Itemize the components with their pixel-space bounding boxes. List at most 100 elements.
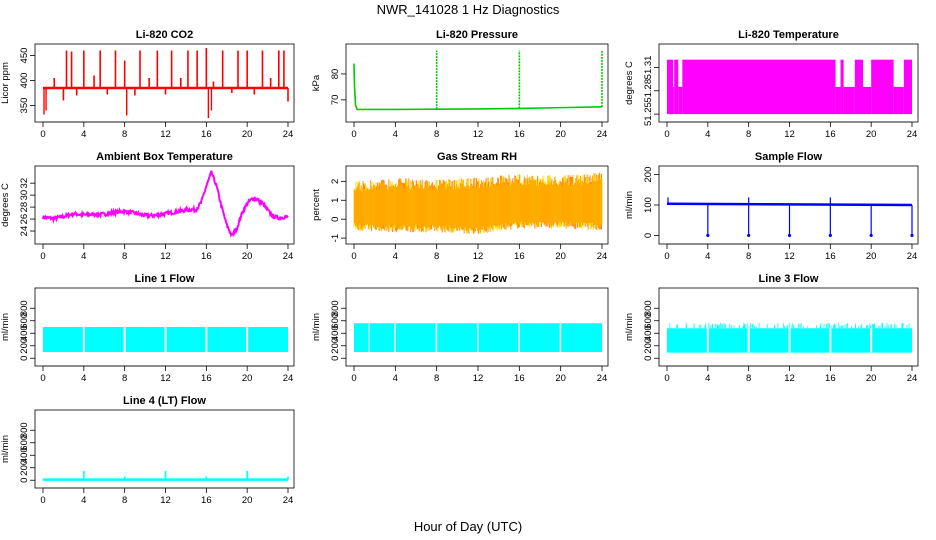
sample-flow-dip-point bbox=[828, 233, 832, 238]
y-tick-label: 400 bbox=[19, 447, 30, 463]
x-tick-label: 24 bbox=[907, 129, 918, 140]
x-tick-label: 12 bbox=[784, 129, 795, 140]
x-tick-label: 16 bbox=[825, 251, 836, 262]
y-tick-label: 350 bbox=[19, 98, 30, 114]
plot-frame bbox=[345, 43, 609, 123]
flow-band bbox=[166, 327, 206, 352]
y-axis-label: ml/min bbox=[624, 313, 635, 341]
panel-line3: Line 3 Flow ml/min 0 4 8 12 16 20 24 0 20040060080… bbox=[624, 273, 919, 384]
x-tick-label: 0 bbox=[664, 129, 669, 140]
y-tick-label: 400 bbox=[643, 325, 654, 341]
x-tick-label: 8 bbox=[122, 495, 127, 506]
flow-band bbox=[207, 327, 247, 352]
x-tick-label: 4 bbox=[705, 251, 710, 262]
x-tick-label: 24 bbox=[597, 251, 608, 262]
x-tick-label: 12 bbox=[160, 251, 171, 262]
x-tick-label: 12 bbox=[473, 251, 484, 262]
y-tick-label: 100 bbox=[643, 197, 654, 213]
x-tick-label: 24 bbox=[597, 129, 608, 140]
flow-band bbox=[125, 327, 165, 352]
y-tick-label: 600 bbox=[19, 435, 30, 451]
x-tick-label: 8 bbox=[122, 373, 127, 384]
y-tick-label: 400 bbox=[19, 325, 30, 341]
x-tick-label: 0 bbox=[351, 373, 356, 384]
y-tick-label: 0 bbox=[330, 356, 341, 361]
x-tick-label: 0 bbox=[351, 129, 356, 140]
x-tick-label: 4 bbox=[81, 495, 86, 506]
x-tick-label: 0 bbox=[40, 251, 45, 262]
x-tick-label: 20 bbox=[555, 129, 566, 140]
x-tick-label: 4 bbox=[81, 129, 86, 140]
y-tick-label: 800 bbox=[19, 300, 30, 316]
x-tick-label: 24 bbox=[597, 373, 608, 384]
x-tick-label: 24 bbox=[283, 129, 294, 140]
y-axis-label: Licor ppm bbox=[0, 62, 11, 104]
y-tick-label: 600 bbox=[643, 313, 654, 329]
y-tick-label: 800 bbox=[330, 300, 341, 316]
y-axis-label: degrees C bbox=[0, 183, 11, 227]
y-tick-label: 450 bbox=[19, 48, 30, 64]
y-tick-label: 200 bbox=[330, 338, 341, 354]
x-tick-label: 16 bbox=[825, 129, 836, 140]
y-tick-label: 0 bbox=[19, 478, 30, 483]
x-tick-label: 8 bbox=[122, 251, 127, 262]
panel-title: Gas Stream RH bbox=[437, 151, 517, 163]
sample-flow-dip-point bbox=[706, 233, 710, 238]
panel-title: Li-820 Temperature bbox=[738, 29, 839, 41]
temp-fill-block bbox=[854, 59, 863, 115]
temp-fill-block bbox=[871, 59, 894, 115]
x-tick-label: 24 bbox=[907, 251, 918, 262]
flow-band bbox=[354, 323, 369, 352]
temp-fill-block bbox=[903, 59, 912, 115]
x-tick-label: 20 bbox=[866, 251, 877, 262]
x-tick-label: 20 bbox=[242, 495, 253, 506]
flow-band bbox=[43, 327, 83, 352]
x-tick-label: 12 bbox=[160, 495, 171, 506]
y-tick-label: 800 bbox=[643, 300, 654, 316]
x-tick-label: 24 bbox=[907, 373, 918, 384]
temp-fill-low bbox=[893, 86, 904, 115]
flow-band bbox=[478, 323, 519, 352]
x-tick-label: 16 bbox=[514, 129, 525, 140]
plot-frame bbox=[34, 165, 295, 245]
plot-frame bbox=[658, 287, 919, 367]
x-tick-label: 12 bbox=[473, 129, 484, 140]
y-tick-label: 400 bbox=[330, 325, 341, 341]
temp-fill-low bbox=[863, 86, 872, 115]
plot-frame bbox=[34, 43, 295, 123]
plot-frame bbox=[34, 409, 295, 489]
temp-fill-block bbox=[840, 59, 844, 115]
y-tick-label: 200 bbox=[19, 338, 30, 354]
x-tick-label: 0 bbox=[351, 251, 356, 262]
panel-li820temp: Li-820 Temperature degrees C 0 4 8 12 16 20 24 51… bbox=[624, 29, 919, 140]
x-tick-label: 8 bbox=[746, 251, 751, 262]
figure-title: NWR_141028 1 Hz Diagnostics bbox=[377, 2, 560, 17]
x-tick-label: 4 bbox=[81, 373, 86, 384]
panel-title: Line 4 (LT) Flow bbox=[123, 395, 206, 407]
x-tick-label: 24 bbox=[283, 251, 294, 262]
x-tick-label: 0 bbox=[664, 251, 669, 262]
flow-band bbox=[749, 328, 789, 353]
flow-band bbox=[437, 323, 477, 352]
x-tick-label: 12 bbox=[160, 373, 171, 384]
x-tick-label: 4 bbox=[705, 129, 710, 140]
x-tick-label: 16 bbox=[514, 251, 525, 262]
panel-line1: Line 1 Flow ml/min 0 4 8 12 16 20 24 0 20040060080… bbox=[0, 273, 295, 384]
panel-co2: Li-820 CO2 Licor ppm 0 4 8 12 16 20 24 350 400 450 bbox=[0, 29, 295, 140]
panel-title: Li-820 Pressure bbox=[436, 29, 518, 41]
y-tick-label: 600 bbox=[19, 313, 30, 329]
x-tick-label: 12 bbox=[473, 373, 484, 384]
x-tick-label: 16 bbox=[201, 129, 212, 140]
panel-title: Sample Flow bbox=[755, 151, 823, 163]
flow-band bbox=[872, 328, 912, 353]
panel-line4: Line 4 (LT) Flow ml/min 0 4 8 12 16 20 24 0 200400… bbox=[0, 395, 295, 506]
sample-flow-dip-point bbox=[747, 233, 751, 238]
x-tick-label: 16 bbox=[201, 251, 212, 262]
x-tick-label: 24 bbox=[283, 495, 294, 506]
flow-band bbox=[248, 327, 288, 352]
ambient-temp-line bbox=[42, 170, 289, 238]
y-axis-label: percent bbox=[311, 189, 322, 221]
x-tick-label: 4 bbox=[81, 251, 86, 262]
